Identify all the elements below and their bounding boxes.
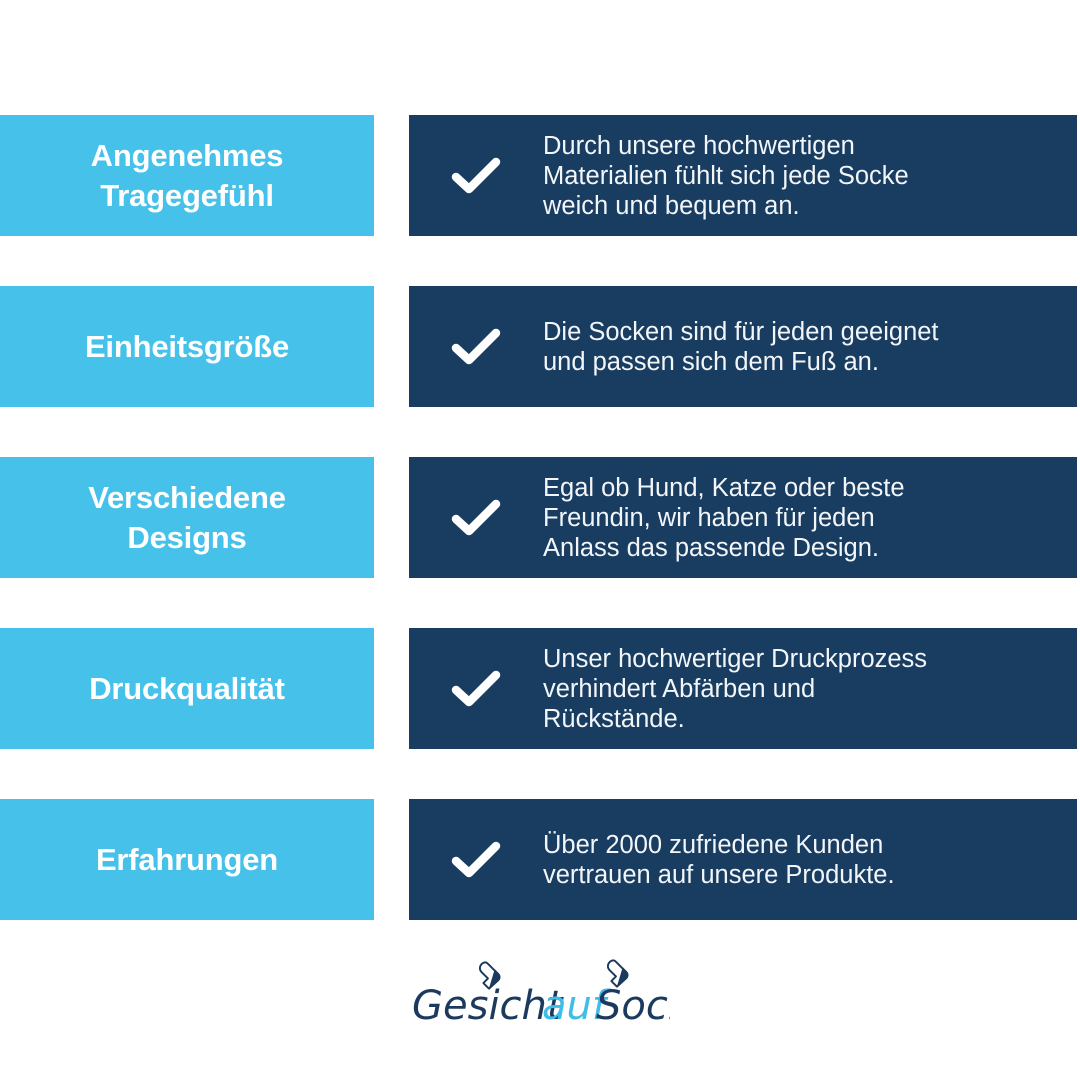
feature-description-panel: Über 2000 zufriedene Kunden vertrauen au…	[409, 799, 1077, 920]
check-icon	[409, 156, 543, 196]
feature-description-panel: Die Socken sind für jeden geeignet und p…	[409, 286, 1077, 407]
feature-label: Einheitsgröße	[84, 328, 290, 364]
check-icon	[409, 669, 543, 709]
feature-label: Erfahrungen	[95, 841, 279, 877]
sock-icon	[606, 959, 629, 988]
feature-description-panel: Egal ob Hund, Katze oder beste Freundin,…	[409, 457, 1077, 578]
feature-label: Angenehmes Tragegefühl	[90, 137, 284, 213]
feature-rows: Angenehmes Tragegefühl Durch unsere hoch…	[0, 115, 1080, 970]
brand-logo: Gesicht auf Socken	[0, 952, 1080, 1042]
feature-description: Über 2000 zufriedene Kunden vertrauen au…	[543, 830, 895, 889]
feature-description: Unser hochwertiger Druckprozess verhinde…	[543, 644, 928, 733]
feature-row: Druckqualität Unser hochwertiger Druckpr…	[0, 628, 1080, 749]
feature-label: Verschiedene Designs	[88, 479, 286, 555]
check-icon	[409, 840, 543, 880]
feature-description-panel: Durch unsere hochwertigen Materialien fü…	[409, 115, 1077, 236]
feature-row: Erfahrungen Über 2000 zufriedene Kunden …	[0, 799, 1080, 920]
feature-row: Einheitsgröße Die Socken sind für jeden …	[0, 286, 1080, 407]
logo-part-1: Gesicht	[412, 983, 564, 1029]
feature-label-panel: Druckqualität	[0, 628, 374, 749]
feature-label-panel: Angenehmes Tragegefühl	[0, 115, 374, 236]
check-icon	[409, 327, 543, 367]
feature-label-panel: Einheitsgröße	[0, 286, 374, 407]
feature-description-panel: Unser hochwertiger Druckprozess verhinde…	[409, 628, 1077, 749]
check-icon	[409, 498, 543, 538]
feature-label-panel: Erfahrungen	[0, 799, 374, 920]
sock-icon	[478, 961, 501, 990]
feature-row: Verschiedene Designs Egal ob Hund, Katze…	[0, 457, 1080, 578]
feature-label: Druckqualität	[89, 670, 285, 706]
feature-description: Die Socken sind für jeden geeignet und p…	[543, 317, 939, 376]
logo-part-3: Socken	[596, 983, 670, 1029]
feature-row: Angenehmes Tragegefühl Durch unsere hoch…	[0, 115, 1080, 236]
logo-part-2: auf	[542, 983, 612, 1029]
feature-description: Egal ob Hund, Katze oder beste Freundin,…	[543, 473, 905, 562]
feature-label-panel: Verschiedene Designs	[0, 457, 374, 578]
feature-description: Durch unsere hochwertigen Materialien fü…	[543, 131, 909, 220]
